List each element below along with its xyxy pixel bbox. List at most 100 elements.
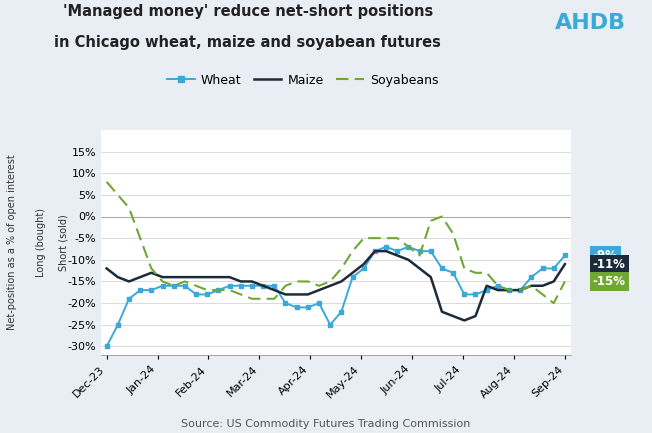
Maize xyxy=(192,275,200,280)
Wheat xyxy=(293,305,301,310)
Maize xyxy=(561,262,569,267)
Maize xyxy=(170,275,177,280)
Soyabeans xyxy=(192,283,200,288)
Maize xyxy=(315,288,323,293)
Soyabeans xyxy=(114,192,122,197)
Wheat xyxy=(226,283,233,288)
Wheat xyxy=(494,283,502,288)
Maize xyxy=(147,270,155,275)
Maize xyxy=(338,279,346,284)
Text: AHDB: AHDB xyxy=(555,13,626,33)
Soyabeans xyxy=(125,205,133,210)
Soyabeans xyxy=(527,283,535,288)
Wheat xyxy=(158,283,166,288)
Soyabeans xyxy=(505,288,513,293)
Maize xyxy=(505,288,513,293)
Soyabeans xyxy=(215,288,222,293)
Soyabeans xyxy=(482,270,490,275)
Soyabeans xyxy=(382,236,390,241)
Soyabeans xyxy=(170,283,177,288)
Wheat xyxy=(326,322,334,327)
Wheat xyxy=(516,288,524,293)
Wheat xyxy=(427,249,435,254)
Soyabeans xyxy=(259,296,267,301)
Wheat xyxy=(203,292,211,297)
Wheat xyxy=(349,275,357,280)
Maize xyxy=(539,283,546,288)
Soyabeans xyxy=(147,266,155,271)
Soyabeans xyxy=(136,236,144,241)
Wheat xyxy=(338,309,346,314)
Wheat xyxy=(382,244,390,249)
Soyabeans xyxy=(237,292,244,297)
Soyabeans xyxy=(158,279,166,284)
Maize xyxy=(550,279,557,284)
Soyabeans xyxy=(293,279,301,284)
Maize xyxy=(471,313,479,319)
Maize xyxy=(114,275,122,280)
Wheat xyxy=(404,244,412,249)
Soyabeans xyxy=(516,288,524,293)
Maize xyxy=(326,283,334,288)
Wheat xyxy=(259,283,267,288)
Wheat xyxy=(315,301,323,306)
Wheat xyxy=(471,292,479,297)
Maize xyxy=(494,288,502,293)
Soyabeans xyxy=(471,270,479,275)
Soyabeans xyxy=(203,288,211,293)
Maize xyxy=(438,309,446,314)
Wheat xyxy=(103,344,111,349)
Soyabeans xyxy=(181,279,189,284)
Maize xyxy=(360,262,368,267)
Text: -9%: -9% xyxy=(593,249,617,262)
Wheat xyxy=(125,296,133,301)
Maize xyxy=(282,292,289,297)
Wheat xyxy=(192,292,200,297)
Maize xyxy=(416,266,424,271)
Wheat xyxy=(271,283,278,288)
Text: Net-position as a % of open interest: Net-position as a % of open interest xyxy=(7,155,16,330)
Text: Source: US Commodity Futures Trading Commission: Source: US Commodity Futures Trading Com… xyxy=(181,419,471,429)
Soyabeans xyxy=(460,266,468,271)
Soyabeans xyxy=(494,283,502,288)
Wheat xyxy=(393,249,401,254)
Text: -11%: -11% xyxy=(593,258,626,271)
Soyabeans xyxy=(449,231,457,236)
Wheat xyxy=(237,283,244,288)
Soyabeans xyxy=(282,283,289,288)
Soyabeans xyxy=(404,244,412,249)
Maize xyxy=(259,283,267,288)
Wheat xyxy=(360,266,368,271)
Maize xyxy=(158,275,166,280)
Maize xyxy=(203,275,211,280)
Wheat xyxy=(371,249,379,254)
Soyabeans xyxy=(360,236,368,241)
Soyabeans xyxy=(226,288,233,293)
Maize xyxy=(226,275,233,280)
Wheat xyxy=(304,305,312,310)
Wheat xyxy=(181,283,189,288)
Soyabeans xyxy=(304,279,312,284)
Wheat xyxy=(505,288,513,293)
Text: -15%: -15% xyxy=(593,275,626,288)
Text: Long (bought): Long (bought) xyxy=(36,208,46,277)
Maize xyxy=(427,275,435,280)
Wheat xyxy=(460,292,468,297)
Maize xyxy=(371,249,379,254)
Soyabeans xyxy=(338,266,346,271)
Line: Soyabeans: Soyabeans xyxy=(107,182,565,303)
Wheat xyxy=(561,253,569,258)
Text: Short (sold): Short (sold) xyxy=(59,214,68,271)
Maize xyxy=(349,270,357,275)
Maize xyxy=(382,249,390,254)
Wheat xyxy=(550,266,557,271)
Maize xyxy=(527,283,535,288)
Soyabeans xyxy=(103,179,111,184)
Text: 'Managed money' reduce net-short positions: 'Managed money' reduce net-short positio… xyxy=(63,4,433,19)
Maize xyxy=(103,266,111,271)
Maize xyxy=(404,257,412,262)
Soyabeans xyxy=(539,292,546,297)
Wheat xyxy=(282,301,289,306)
Soyabeans xyxy=(271,296,278,301)
Maize xyxy=(393,253,401,258)
